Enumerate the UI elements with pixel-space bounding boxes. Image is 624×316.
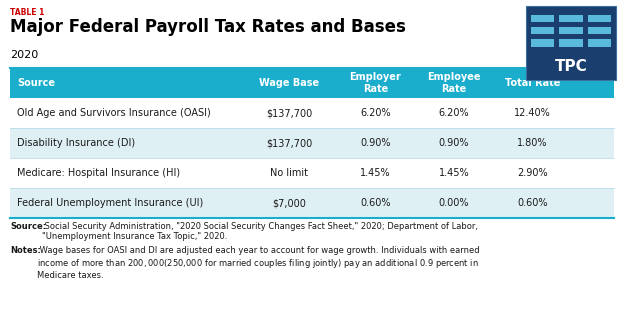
Text: 6.20%: 6.20% — [360, 108, 391, 118]
FancyBboxPatch shape — [559, 27, 583, 34]
Text: 1.80%: 1.80% — [517, 138, 548, 148]
Text: Wage Base: Wage Base — [260, 78, 319, 88]
FancyBboxPatch shape — [531, 27, 554, 34]
Text: 0.90%: 0.90% — [360, 138, 391, 148]
Text: 0.60%: 0.60% — [360, 198, 391, 208]
Text: Employer
Rate: Employer Rate — [349, 72, 401, 94]
FancyBboxPatch shape — [588, 15, 611, 22]
Text: Social Security Administration, "2020 Social Security Changes Fact Sheet," 2020;: Social Security Administration, "2020 So… — [42, 222, 478, 241]
Text: Wage bases for OASI and DI are adjusted each year to account for wage growth. In: Wage bases for OASI and DI are adjusted … — [37, 246, 480, 280]
Text: $137,700: $137,700 — [266, 138, 313, 148]
Text: TPC: TPC — [555, 59, 587, 74]
Text: 0.60%: 0.60% — [517, 198, 548, 208]
Text: 2.90%: 2.90% — [517, 168, 548, 178]
Text: $7,000: $7,000 — [273, 198, 306, 208]
Text: $137,700: $137,700 — [266, 108, 313, 118]
Text: No limit: No limit — [270, 168, 308, 178]
FancyBboxPatch shape — [10, 68, 614, 98]
Text: 6.20%: 6.20% — [439, 108, 469, 118]
FancyBboxPatch shape — [559, 15, 583, 22]
Text: 12.40%: 12.40% — [514, 108, 551, 118]
Text: Total Rate: Total Rate — [505, 78, 560, 88]
Text: Employee
Rate: Employee Rate — [427, 72, 480, 94]
Text: Source:: Source: — [10, 222, 46, 231]
Text: Disability Insurance (DI): Disability Insurance (DI) — [17, 138, 135, 148]
FancyBboxPatch shape — [531, 40, 554, 47]
Text: Source: Source — [17, 78, 55, 88]
Text: TABLE 1: TABLE 1 — [10, 8, 44, 17]
Text: 0.00%: 0.00% — [439, 198, 469, 208]
Text: Major Federal Payroll Tax Rates and Bases: Major Federal Payroll Tax Rates and Base… — [10, 18, 406, 36]
Text: 0.90%: 0.90% — [439, 138, 469, 148]
FancyBboxPatch shape — [588, 27, 611, 34]
FancyBboxPatch shape — [588, 40, 611, 47]
Text: 1.45%: 1.45% — [439, 168, 469, 178]
FancyBboxPatch shape — [531, 15, 554, 22]
Text: Old Age and Survivors Insurance (OASI): Old Age and Survivors Insurance (OASI) — [17, 108, 211, 118]
Text: Medicare: Hospital Insurance (HI): Medicare: Hospital Insurance (HI) — [17, 168, 180, 178]
FancyBboxPatch shape — [559, 40, 583, 47]
FancyBboxPatch shape — [10, 128, 614, 158]
Text: 1.45%: 1.45% — [360, 168, 391, 178]
FancyBboxPatch shape — [526, 6, 616, 80]
Text: Federal Unemployment Insurance (UI): Federal Unemployment Insurance (UI) — [17, 198, 203, 208]
FancyBboxPatch shape — [10, 98, 614, 128]
Text: 2020: 2020 — [10, 50, 38, 60]
FancyBboxPatch shape — [10, 158, 614, 188]
FancyBboxPatch shape — [10, 188, 614, 218]
Text: Notes:: Notes: — [10, 246, 41, 255]
